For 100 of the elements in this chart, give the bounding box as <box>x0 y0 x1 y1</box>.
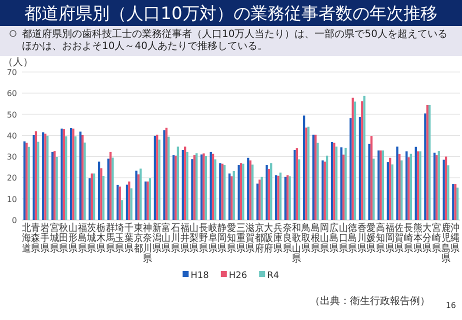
x-tick-label: 長野県 <box>198 222 208 255</box>
bar <box>200 154 203 220</box>
bar <box>279 172 282 220</box>
bar <box>37 142 40 220</box>
bar <box>333 142 336 220</box>
bar <box>358 117 362 220</box>
bar <box>340 147 342 220</box>
bar <box>32 135 35 220</box>
bar <box>268 169 270 220</box>
bar <box>433 152 436 220</box>
bar <box>51 152 54 220</box>
bar <box>112 158 114 220</box>
bar <box>354 102 356 220</box>
bar <box>398 154 401 220</box>
bar <box>342 154 345 220</box>
text: （出典：衛生行政報告例） <box>310 295 430 307</box>
x-tick-label: 滋賀県 <box>246 222 256 255</box>
y-axis-title: （人） <box>3 57 33 68</box>
bar <box>204 156 207 220</box>
bar <box>23 141 26 220</box>
x-tick-label: 石川県 <box>171 222 180 255</box>
x-tick-label: 福島県 <box>78 222 88 255</box>
bar <box>400 160 403 220</box>
bar <box>102 176 104 220</box>
bar <box>26 142 28 220</box>
bar <box>56 156 58 220</box>
bar <box>195 153 198 220</box>
bar <box>135 170 138 220</box>
bar <box>298 159 300 220</box>
y-tick-label: 70 <box>6 68 17 77</box>
x-tick-label: 千葉県 <box>124 222 134 255</box>
bar <box>386 162 390 220</box>
bar <box>251 164 254 220</box>
bar <box>148 178 152 220</box>
bar <box>240 163 242 220</box>
x-tick-label: 青森県 <box>31 222 41 255</box>
x-tick-label: 群馬県 <box>104 222 116 255</box>
x-tick-label: 福井県 <box>180 222 190 255</box>
bar <box>410 154 412 220</box>
y-tick-label: 10 <box>6 194 17 204</box>
bar <box>368 144 370 220</box>
bar <box>260 176 263 220</box>
bar <box>414 146 417 220</box>
bar <box>456 188 459 220</box>
bar <box>65 136 68 220</box>
bar <box>60 128 63 220</box>
x-tick-label: 三重県 <box>236 222 246 255</box>
bar <box>314 134 317 220</box>
y-tick-label: 0 <box>12 216 17 225</box>
x-tick-label: 広島県 <box>329 222 339 255</box>
x-tick-label: 兵庫県 <box>274 222 284 255</box>
bar <box>79 132 82 220</box>
y-tick-label: 30 <box>6 152 17 162</box>
bar <box>107 158 110 220</box>
bar <box>34 131 38 220</box>
bar <box>154 136 156 220</box>
bar <box>186 152 188 220</box>
bar <box>352 98 354 220</box>
x-tick-label: 東京都 <box>134 222 144 255</box>
x-tick-label: 山形県 <box>68 222 78 255</box>
bar <box>84 142 86 220</box>
bar <box>372 158 375 220</box>
bar <box>335 146 338 220</box>
bar <box>90 173 93 220</box>
bar <box>426 104 428 220</box>
bar <box>81 135 84 220</box>
x-tick-label: 沖縄県 <box>450 222 460 255</box>
x-tick-label: 岡山県 <box>320 222 330 255</box>
bar <box>165 128 168 220</box>
bar <box>424 113 426 220</box>
x-tick-label: 奈良県 <box>282 222 292 255</box>
x-tick-label: 大分県 <box>422 222 432 255</box>
bar <box>232 170 235 220</box>
bar <box>109 152 112 220</box>
bar <box>363 96 366 220</box>
bar <box>408 157 410 220</box>
bar <box>128 182 130 220</box>
bar <box>382 150 384 220</box>
bar <box>391 164 394 220</box>
bar <box>350 118 352 220</box>
bar <box>70 128 72 220</box>
bar <box>438 151 440 220</box>
x-tick-label: 熊本県 <box>413 222 423 255</box>
x-tick-label: 愛知県 <box>226 222 236 255</box>
x-tick-label: 島根県 <box>310 222 320 255</box>
bar <box>230 176 233 220</box>
text: 16 <box>446 301 456 310</box>
x-tick-label: 神奈川県 <box>143 222 153 265</box>
bar <box>202 153 205 220</box>
x-tick-label: 北海道 <box>22 222 32 255</box>
bar <box>46 136 49 220</box>
x-tick-label: 高知県 <box>376 222 386 255</box>
bar <box>210 152 212 220</box>
bar <box>316 142 319 220</box>
legend-label: R4 <box>267 271 280 281</box>
bar <box>191 159 194 220</box>
bar <box>62 129 66 220</box>
bar <box>156 134 158 220</box>
bar <box>92 173 96 220</box>
x-tick-label: 静岡県 <box>218 222 228 255</box>
